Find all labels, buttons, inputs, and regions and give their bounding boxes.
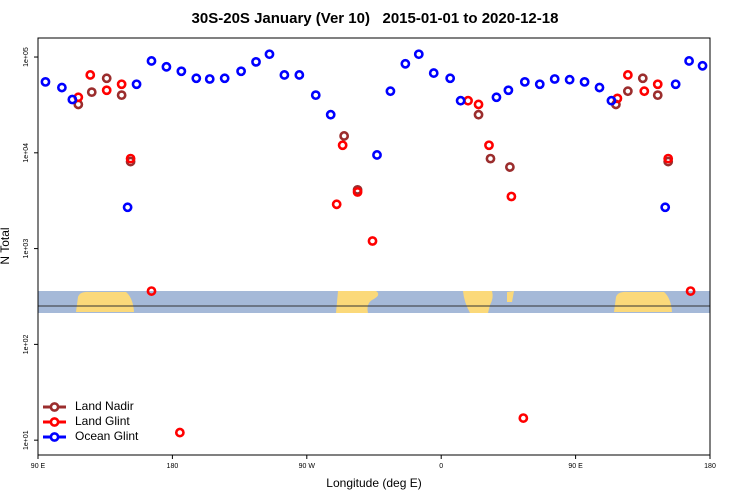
y-axis-label: N Total <box>0 227 12 264</box>
point <box>40 76 51 87</box>
point <box>660 202 671 213</box>
point <box>684 56 694 66</box>
point <box>400 58 411 69</box>
land <box>507 291 514 302</box>
land <box>463 291 493 313</box>
point <box>251 56 261 67</box>
point <box>564 74 575 85</box>
y-tick-label: 1e+01 <box>23 430 30 450</box>
point <box>518 413 529 423</box>
legend-marker <box>49 432 60 442</box>
legend-label: Land Nadir <box>75 399 134 413</box>
chart-title: 30S-20S January (Ver 10) 2015-01-01 to 2… <box>192 10 559 27</box>
x-tick-label: 90 E <box>31 463 46 470</box>
point <box>484 140 494 151</box>
map-strip <box>38 291 710 313</box>
point <box>161 61 172 72</box>
point <box>352 187 363 197</box>
point <box>204 74 215 84</box>
point <box>385 86 396 97</box>
point <box>485 153 496 164</box>
point <box>622 70 633 80</box>
point <box>101 85 112 96</box>
point <box>473 99 484 110</box>
point <box>506 191 517 202</box>
plot-frame <box>37 37 711 456</box>
point <box>331 199 342 210</box>
point <box>463 95 473 106</box>
x-tick-label: 0 <box>439 463 443 470</box>
point <box>146 56 157 66</box>
y-tick-label: 1e+02 <box>23 334 30 354</box>
point <box>191 73 202 84</box>
x-axis-label: Longitude (deg E) <box>326 476 421 490</box>
point <box>339 131 350 141</box>
point <box>455 95 466 106</box>
point <box>294 70 305 80</box>
point <box>652 90 663 101</box>
legend-label: Ocean Glint <box>75 429 139 443</box>
x-tick-label: 90 W <box>299 463 316 470</box>
point <box>534 79 545 90</box>
point <box>413 49 424 60</box>
legend-marker <box>49 417 60 427</box>
point <box>279 70 290 80</box>
land <box>76 291 134 312</box>
point <box>579 76 590 87</box>
point <box>310 90 321 101</box>
x-tick-label: 90 E <box>568 463 583 470</box>
point <box>663 153 674 164</box>
x-tick-label: 180 <box>704 463 716 470</box>
point <box>519 76 530 87</box>
point <box>116 79 127 90</box>
point <box>236 66 246 77</box>
point <box>146 286 157 296</box>
ocean-band <box>38 291 710 313</box>
point <box>101 73 112 84</box>
point <box>176 66 187 77</box>
point <box>594 82 605 93</box>
point <box>473 109 484 120</box>
point <box>652 79 663 90</box>
y-tick-label: 1e+04 <box>23 143 30 163</box>
point <box>86 87 97 98</box>
point <box>56 82 67 93</box>
point <box>637 73 648 84</box>
point <box>67 94 78 105</box>
point <box>367 236 378 246</box>
land <box>614 291 672 312</box>
point <box>606 95 617 106</box>
point <box>174 427 185 438</box>
x-tick-label: 180 <box>167 463 179 470</box>
point <box>125 153 136 164</box>
land <box>336 291 379 313</box>
point <box>685 286 696 296</box>
point <box>639 86 650 97</box>
y-tick-label: 1e+03 <box>23 239 30 259</box>
point <box>491 92 502 103</box>
point <box>219 73 230 84</box>
legend-label: Land Glint <box>75 414 130 428</box>
point <box>670 79 681 90</box>
point <box>445 73 456 84</box>
point <box>325 109 336 120</box>
y-tick-label: 1e+05 <box>23 47 30 67</box>
point <box>549 74 560 84</box>
point <box>337 140 348 151</box>
point <box>503 85 514 96</box>
legend-marker <box>49 402 60 412</box>
point <box>622 86 633 97</box>
point <box>372 150 382 160</box>
point <box>697 60 708 71</box>
point <box>264 49 275 60</box>
point <box>116 90 127 101</box>
point <box>122 202 133 213</box>
point <box>428 68 439 78</box>
point <box>131 79 142 90</box>
point <box>504 162 515 172</box>
point <box>85 70 96 80</box>
